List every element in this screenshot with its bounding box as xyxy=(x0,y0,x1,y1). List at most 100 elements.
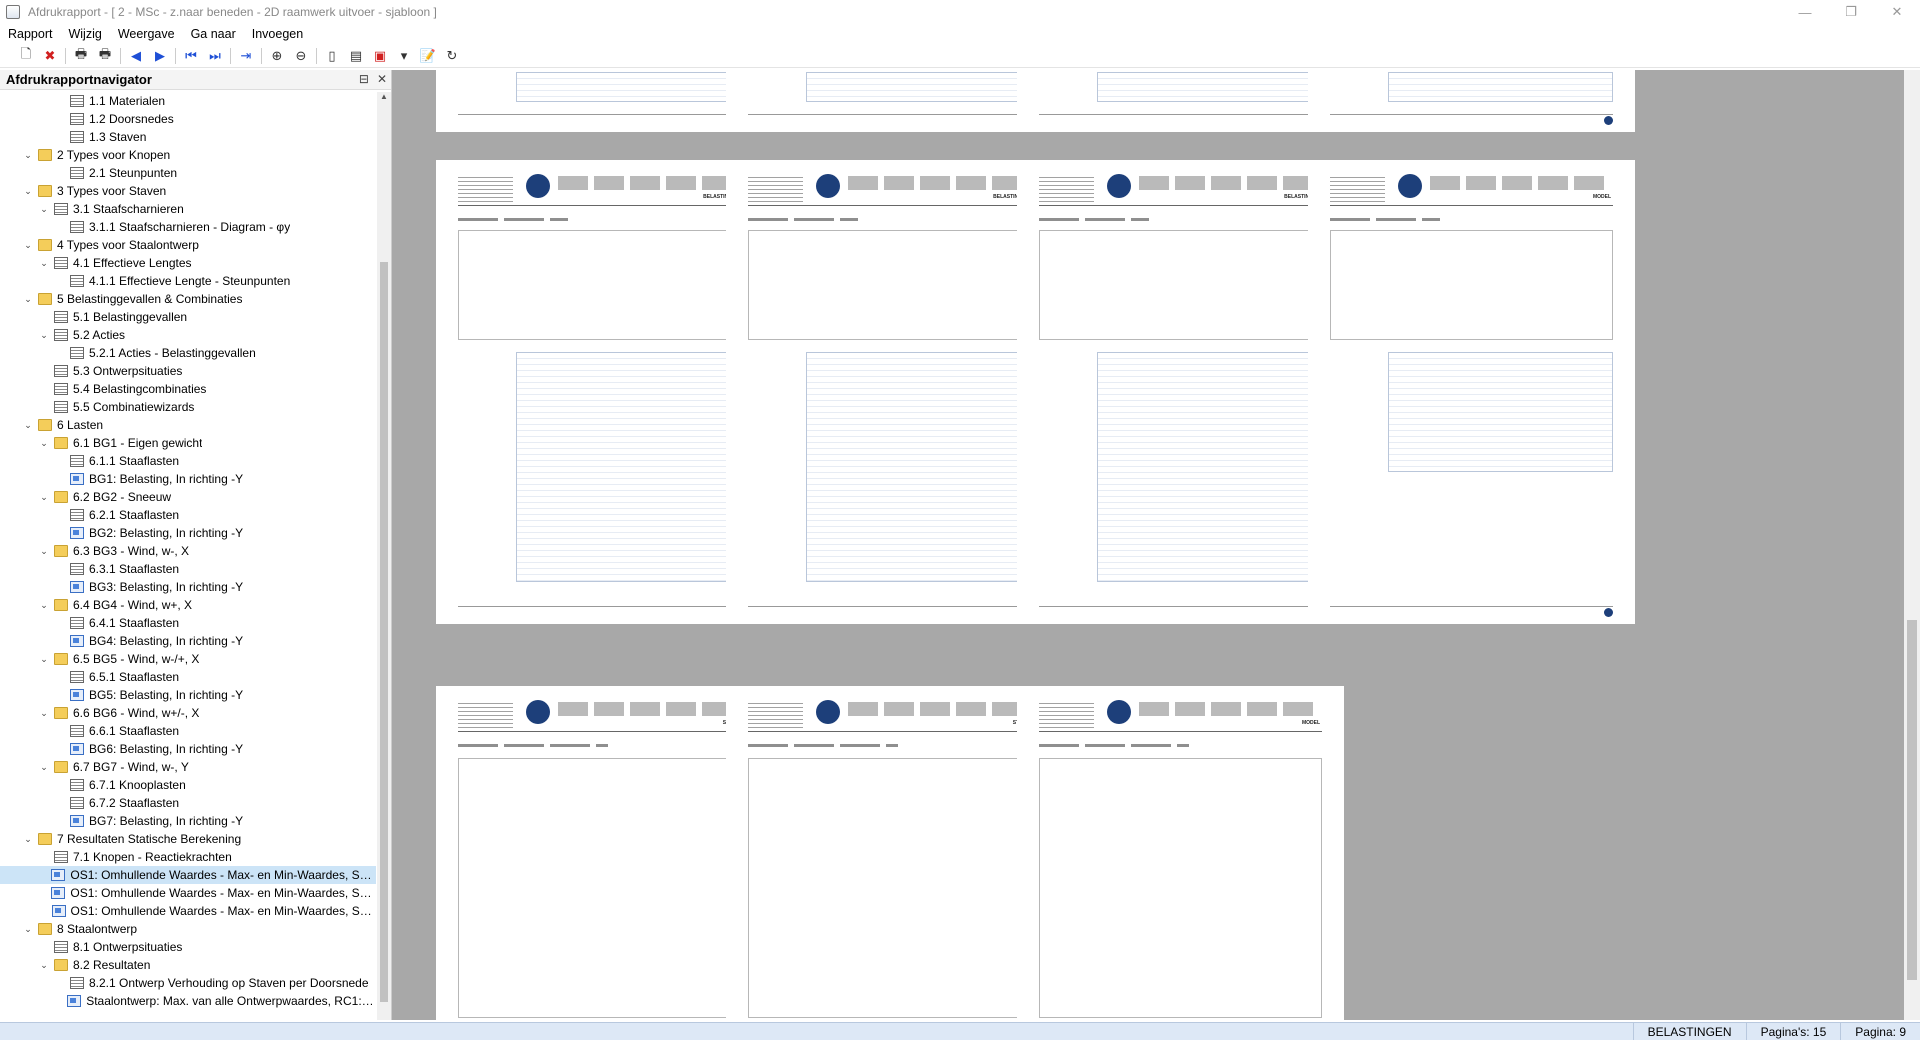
expand-chevron-icon[interactable]: ⌄ xyxy=(40,959,48,970)
tree-item[interactable]: ⌄ 6.1 BG1 - Eigen gewicht xyxy=(0,434,376,452)
tree-item[interactable]: 5.5 Combinatiewizards xyxy=(0,398,376,416)
report-page-thumbnail[interactable]: STAAL xyxy=(726,686,1053,1020)
previous-page-icon[interactable]: ◀ xyxy=(131,47,141,63)
report-page-thumbnail[interactable]: STAAL xyxy=(436,686,763,1020)
tree-item[interactable]: ⌄ 6.4 BG4 - Wind, w+, X xyxy=(0,596,376,614)
preview-scrollbar[interactable] xyxy=(1904,70,1920,1020)
tree-item[interactable]: Staalontwerp: Max. van alle Ontwerpwaard… xyxy=(0,992,376,1010)
tree-item[interactable]: 1.3 Staven xyxy=(0,128,376,146)
expand-chevron-icon[interactable]: ⌄ xyxy=(40,329,48,340)
expand-chevron-icon[interactable]: ⌄ xyxy=(40,653,48,664)
tree-item[interactable]: 8.2.1 Ontwerp Verhouding op Staven per D… xyxy=(0,974,376,992)
tree-item[interactable]: 1.1 Materialen xyxy=(0,92,376,110)
tree-item[interactable]: ⌄ 5.2 Acties xyxy=(0,326,376,344)
close-icon[interactable]: ✕ xyxy=(1891,4,1903,19)
tree-item[interactable]: ⌄ 6.7 BG7 - Wind, w-, Y xyxy=(0,758,376,776)
report-page-thumbnail[interactable] xyxy=(1308,70,1635,132)
restore-icon[interactable]: ❐ xyxy=(1845,4,1857,19)
report-page-thumbnail[interactable]: BELASTINGEN xyxy=(1017,160,1344,624)
tree-item[interactable]: ⌄ 6.6 BG6 - Wind, w+/-, X xyxy=(0,704,376,722)
tree-item[interactable]: BG7: Belasting, In richting -Y xyxy=(0,812,376,830)
next-page-icon[interactable]: ▶ xyxy=(155,47,165,63)
report-preview[interactable]: BELASTINGEN BELASTINGEN BELASTINGEN MODEL ST… xyxy=(392,70,1920,1020)
new-report-icon[interactable]: 🗋 xyxy=(20,45,32,61)
tree-item[interactable]: 6.6.1 Staaflasten xyxy=(0,722,376,740)
expand-chevron-icon[interactable]: ⌄ xyxy=(40,257,48,268)
menu-invoegen[interactable]: Invoegen xyxy=(251,27,304,41)
report-page-thumbnail[interactable]: MODEL xyxy=(1017,686,1344,1020)
page-view-icon[interactable]: ▯ xyxy=(328,47,336,63)
expand-chevron-icon[interactable]: ⌄ xyxy=(40,203,48,214)
menu-rapport[interactable]: Rapport xyxy=(8,27,53,41)
tree-item[interactable]: ⌄ 8 Staalontwerp xyxy=(0,920,376,938)
tree-item[interactable]: 6.1.1 Staaflasten xyxy=(0,452,376,470)
tree-item[interactable]: OS1: Omhullende Waardes - Max- en Min-Wa… xyxy=(0,866,376,884)
tree-item[interactable]: 8.1 Ontwerpsituaties xyxy=(0,938,376,956)
tree-item[interactable]: BG4: Belasting, In richting -Y xyxy=(0,632,376,650)
tree-item[interactable]: ⌄ 8.2 Resultaten xyxy=(0,956,376,974)
multi-page-view-icon[interactable]: ▤ xyxy=(349,47,363,63)
tree-item[interactable]: 7.1 Knopen - Reactiekrachten xyxy=(0,848,376,866)
tree-item[interactable]: ⌄ 3 Types voor Staven xyxy=(0,182,376,200)
report-page-thumbnail[interactable]: BELASTINGEN xyxy=(436,160,763,624)
report-page-thumbnail[interactable]: MODEL xyxy=(1308,160,1635,624)
tree-item[interactable]: ⌄ 6.5 BG5 - Wind, w-/+, X xyxy=(0,650,376,668)
tree-item[interactable]: 5.1 Belastinggevallen xyxy=(0,308,376,326)
tree-item[interactable]: 5.2.1 Acties - Belastinggevallen xyxy=(0,344,376,362)
tree-item[interactable]: 2.1 Steunpunten xyxy=(0,164,376,182)
tree-item[interactable]: 6.7.1 Knooplasten xyxy=(0,776,376,794)
expand-chevron-icon[interactable]: ⌄ xyxy=(24,185,32,196)
tree-item[interactable]: 6.5.1 Staaflasten xyxy=(0,668,376,686)
print-icon[interactable]: 🖶 xyxy=(74,45,88,61)
menu-weergave[interactable]: Weergave xyxy=(117,27,175,41)
scrollbar-thumb[interactable] xyxy=(380,262,388,1002)
tree-item[interactable]: ⌄ 4.1 Effectieve Lengtes xyxy=(0,254,376,272)
delete-report-icon[interactable]: ✖ xyxy=(44,47,56,63)
expand-chevron-icon[interactable]: ⌄ xyxy=(40,707,48,718)
report-page-thumbnail[interactable] xyxy=(726,70,1053,132)
zoom-out-icon[interactable]: ⊖ xyxy=(295,47,307,63)
tree-item[interactable]: BG3: Belasting, In richting -Y xyxy=(0,578,376,596)
tree-item[interactable]: OS1: Omhullende Waardes - Max- en Min-Wa… xyxy=(0,884,376,902)
expand-chevron-icon[interactable]: ⌄ xyxy=(24,239,32,250)
tree-item[interactable]: 5.4 Belastingcombinaties xyxy=(0,380,376,398)
tree-item[interactable]: BG5: Belasting, In richting -Y xyxy=(0,686,376,704)
pin-icon[interactable]: ⊟ xyxy=(358,72,369,86)
tree-item[interactable]: 5.3 Ontwerpsituaties xyxy=(0,362,376,380)
expand-chevron-icon[interactable]: ⌄ xyxy=(24,293,32,304)
expand-chevron-icon[interactable]: ⌄ xyxy=(24,923,32,934)
navigator-scrollbar[interactable]: ▲ xyxy=(377,92,391,1020)
scroll-up-icon[interactable]: ▲ xyxy=(380,92,388,101)
expand-chevron-icon[interactable]: ⌄ xyxy=(40,545,48,556)
report-page-thumbnail[interactable] xyxy=(436,70,763,132)
tree-item[interactable]: BG2: Belasting, In richting -Y xyxy=(0,524,376,542)
print-graphics-icon[interactable]: 🖶 xyxy=(98,45,112,61)
expand-chevron-icon[interactable]: ⌄ xyxy=(40,761,48,772)
report-settings-icon[interactable]: 📝 xyxy=(419,47,437,63)
menu-wijzig[interactable]: Wijzig xyxy=(68,27,102,41)
expand-chevron-icon[interactable]: ⌄ xyxy=(40,437,48,448)
tree-item[interactable]: 6.7.2 Staaflasten xyxy=(0,794,376,812)
tree-item[interactable]: 6.3.1 Staaflasten xyxy=(0,560,376,578)
first-page-icon[interactable]: ⏮ xyxy=(185,47,197,63)
export-dropdown-icon[interactable]: ▾ xyxy=(400,47,408,63)
tree-item[interactable]: OS1: Omhullende Waardes - Max- en Min-Wa… xyxy=(0,902,376,920)
tree-item[interactable]: BG1: Belasting, In richting -Y xyxy=(0,470,376,488)
minimize-icon[interactable]: — xyxy=(1798,4,1812,20)
menu-ga-naar[interactable]: Ga naar xyxy=(190,27,236,41)
go-to-page-icon[interactable]: ⇥ xyxy=(240,47,252,63)
expand-chevron-icon[interactable]: ⌄ xyxy=(40,491,48,502)
report-page-thumbnail[interactable]: BELASTINGEN xyxy=(726,160,1053,624)
preview-scrollbar-thumb[interactable] xyxy=(1907,620,1917,980)
expand-chevron-icon[interactable]: ⌄ xyxy=(24,833,32,844)
tree-item[interactable]: ⌄ 5 Belastinggevallen & Combinaties xyxy=(0,290,376,308)
last-page-icon[interactable]: ⏭ xyxy=(209,47,221,63)
tree-item[interactable]: 4.1.1 Effectieve Lengte - Steunpunten xyxy=(0,272,376,290)
tree-item[interactable]: 6.4.1 Staaflasten xyxy=(0,614,376,632)
tree-item[interactable]: 6.2.1 Staaflasten xyxy=(0,506,376,524)
tree-item[interactable]: ⌄ 7 Resultaten Statische Berekening xyxy=(0,830,376,848)
expand-chevron-icon[interactable]: ⌄ xyxy=(40,599,48,610)
tree-item[interactable]: ⌄ 6.2 BG2 - Sneeuw xyxy=(0,488,376,506)
expand-chevron-icon[interactable]: ⌄ xyxy=(24,149,32,160)
tree-item[interactable]: ⌄ 4 Types voor Staalontwerp xyxy=(0,236,376,254)
